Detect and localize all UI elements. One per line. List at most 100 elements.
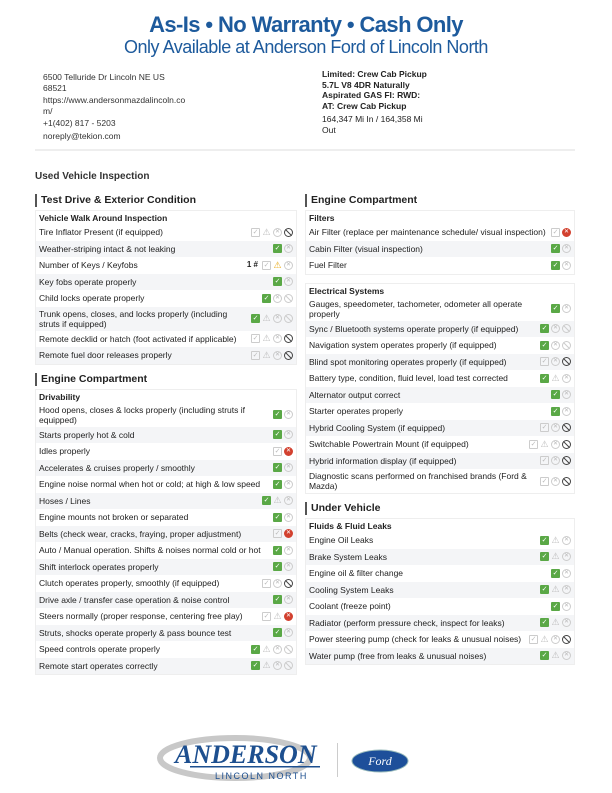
fail-icon[interactable]: ✕ [284, 463, 293, 473]
check-icon[interactable]: ✓ [251, 334, 260, 344]
fail-icon[interactable]: ✕ [273, 350, 282, 360]
check-icon[interactable]: ✓ [551, 568, 560, 578]
check-icon[interactable]: ✓ [273, 463, 282, 473]
warning-icon[interactable]: ⚠ [273, 610, 282, 621]
warning-icon[interactable]: ⚠ [551, 584, 560, 595]
fail-icon[interactable]: ✕ [551, 324, 560, 334]
check-icon[interactable]: ✓ [551, 227, 560, 237]
fail-icon[interactable]: ✕ [284, 430, 293, 440]
warning-icon[interactable]: ⚠ [262, 349, 271, 360]
not-applicable-icon[interactable] [562, 634, 571, 644]
check-icon[interactable]: ✓ [273, 430, 282, 440]
check-icon[interactable]: ✓ [273, 562, 282, 572]
fail-icon[interactable]: ✕ [562, 651, 571, 661]
fail-icon[interactable]: ✕ [562, 227, 571, 237]
check-icon[interactable]: ✓ [529, 634, 538, 644]
check-icon[interactable]: ✓ [529, 439, 538, 449]
fail-icon[interactable]: ✕ [284, 496, 293, 506]
check-icon[interactable]: ✓ [540, 340, 549, 350]
check-icon[interactable]: ✓ [251, 350, 260, 360]
fail-icon[interactable]: ✕ [273, 661, 282, 671]
fail-icon[interactable]: ✕ [284, 529, 293, 539]
check-icon[interactable]: ✓ [251, 227, 260, 237]
fail-icon[interactable]: ✕ [562, 535, 571, 545]
check-icon[interactable]: ✓ [551, 244, 560, 254]
fail-icon[interactable]: ✕ [284, 562, 293, 572]
fail-icon[interactable]: ✕ [284, 628, 293, 638]
fail-icon[interactable]: ✕ [273, 293, 282, 303]
warning-icon[interactable]: ⚠ [540, 438, 549, 449]
check-icon[interactable]: ✓ [251, 661, 260, 671]
check-icon[interactable]: ✓ [551, 601, 560, 611]
not-applicable-icon[interactable] [562, 476, 571, 486]
check-icon[interactable]: ✓ [551, 260, 560, 270]
not-applicable-icon[interactable] [284, 661, 293, 671]
fail-icon[interactable]: ✕ [273, 578, 282, 588]
fail-icon[interactable]: ✕ [284, 244, 293, 254]
not-applicable-icon[interactable] [562, 439, 571, 449]
not-applicable-icon[interactable] [284, 578, 293, 588]
warning-icon[interactable]: ⚠ [273, 495, 282, 506]
fail-icon[interactable]: ✕ [273, 644, 282, 654]
fail-icon[interactable]: ✕ [551, 476, 560, 486]
warning-icon[interactable]: ⚠ [262, 226, 271, 237]
check-icon[interactable]: ✓ [273, 277, 282, 287]
fail-icon[interactable]: ✕ [551, 357, 560, 367]
check-icon[interactable]: ✓ [251, 314, 260, 323]
check-icon[interactable]: ✓ [273, 545, 282, 555]
fail-icon[interactable]: ✕ [551, 340, 560, 350]
not-applicable-icon[interactable] [284, 350, 293, 360]
fail-icon[interactable]: ✕ [284, 595, 293, 605]
check-icon[interactable]: ✓ [262, 496, 271, 506]
dealer-url[interactable]: https://www.andersonmazdalincoln.com/ [43, 95, 186, 116]
fail-icon[interactable]: ✕ [284, 611, 293, 621]
fail-icon[interactable]: ✕ [562, 304, 571, 313]
check-icon[interactable]: ✓ [551, 406, 560, 416]
not-applicable-icon[interactable] [562, 423, 571, 433]
not-applicable-icon[interactable] [562, 340, 571, 350]
fail-icon[interactable]: ✕ [284, 512, 293, 522]
check-icon[interactable]: ✓ [540, 423, 549, 433]
fail-icon[interactable]: ✕ [284, 545, 293, 555]
fail-icon[interactable]: ✕ [551, 634, 560, 644]
check-icon[interactable]: ✓ [540, 535, 549, 545]
check-icon[interactable]: ✓ [262, 260, 271, 270]
check-icon[interactable]: ✓ [540, 373, 549, 383]
warning-icon[interactable]: ⚠ [551, 551, 560, 562]
fail-icon[interactable]: ✕ [551, 456, 560, 466]
fail-icon[interactable]: ✕ [284, 479, 293, 489]
fail-icon[interactable]: ✕ [562, 373, 571, 383]
fail-icon[interactable]: ✕ [284, 277, 293, 287]
warning-icon[interactable]: ⚠ [551, 617, 560, 628]
not-applicable-icon[interactable] [562, 456, 571, 466]
check-icon[interactable]: ✓ [251, 644, 260, 654]
warning-icon[interactable]: ⚠ [551, 650, 560, 661]
check-icon[interactable]: ✓ [540, 456, 549, 466]
warning-icon[interactable]: ⚠ [262, 660, 271, 671]
check-icon[interactable]: ✓ [273, 479, 282, 489]
fail-icon[interactable]: ✕ [273, 314, 282, 323]
check-icon[interactable]: ✓ [262, 611, 271, 621]
fail-icon[interactable]: ✕ [273, 227, 282, 237]
not-applicable-icon[interactable] [562, 324, 571, 334]
fail-icon[interactable]: ✕ [562, 601, 571, 611]
warning-icon[interactable]: ⚠ [273, 259, 282, 270]
not-applicable-icon[interactable] [284, 227, 293, 237]
fail-icon[interactable]: ✕ [562, 552, 571, 562]
warning-icon[interactable]: ⚠ [540, 633, 549, 644]
warning-icon[interactable]: ⚠ [551, 534, 560, 545]
check-icon[interactable]: ✓ [273, 628, 282, 638]
fail-icon[interactable]: ✕ [562, 244, 571, 254]
check-icon[interactable]: ✓ [540, 324, 549, 334]
check-icon[interactable]: ✓ [262, 578, 271, 588]
not-applicable-icon[interactable] [562, 357, 571, 367]
check-icon[interactable]: ✓ [262, 293, 271, 303]
not-applicable-icon[interactable] [284, 644, 293, 654]
check-icon[interactable]: ✓ [540, 357, 549, 367]
warning-icon[interactable]: ⚠ [262, 313, 271, 323]
check-icon[interactable]: ✓ [273, 529, 282, 539]
check-icon[interactable]: ✓ [540, 585, 549, 595]
warning-icon[interactable]: ⚠ [262, 643, 271, 654]
check-icon[interactable]: ✓ [551, 304, 560, 313]
not-applicable-icon[interactable] [284, 314, 293, 323]
